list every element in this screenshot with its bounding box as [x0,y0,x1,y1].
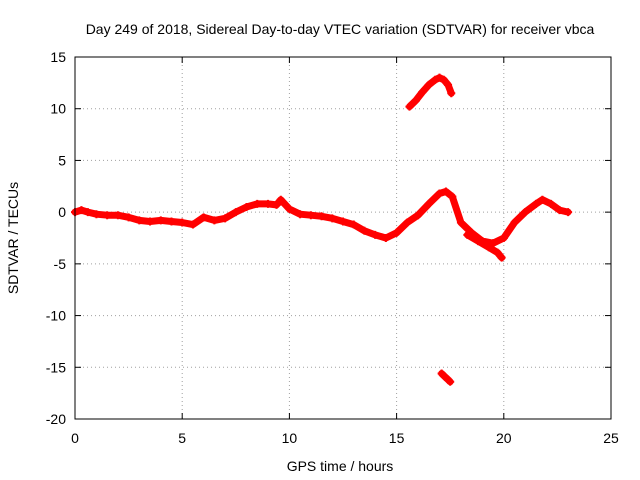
data-layer [71,73,573,386]
tick-layer: 0 5 10 15 20 25 -20 -15 -10 -5 0 5 10 15 [46,49,619,446]
data-point [135,216,144,225]
data-point [441,187,450,196]
data-point [474,237,483,246]
data-point [296,210,305,219]
y-tick-label: -10 [46,308,66,324]
data-point [188,220,197,229]
data-point [156,216,165,225]
data-point [499,234,508,242]
data-point [381,234,390,242]
y-tick-label: -20 [46,411,66,427]
data-point [317,212,326,221]
y-tick-label: -5 [54,256,67,272]
data-point [371,230,380,239]
data-point [306,211,315,220]
plot-frame [74,56,612,420]
data-point [493,248,502,257]
y-axis-label: SDTVAR / TECUs [5,182,21,294]
y-tick-label: -15 [46,359,66,375]
data-point [199,213,208,222]
data-point [124,213,133,222]
x-tick-label: 5 [178,430,186,446]
x-tick-label: 15 [389,430,405,446]
data-point [418,88,427,97]
data-point [392,228,401,237]
data-point [339,217,347,226]
y-tick-label: 15 [50,49,66,65]
data-point [448,192,457,201]
x-tick-label: 0 [71,430,79,446]
x-tick-label: 10 [282,430,298,446]
data-point [484,243,493,252]
data-point [263,199,272,208]
data-point [146,217,155,226]
chart-title: Day 249 of 2018, Sidereal Day-to-day VTE… [86,21,595,37]
data-point [328,214,337,223]
grid-layer [75,57,611,419]
data-point [231,208,240,217]
data-point [103,211,112,220]
data-point [446,377,455,386]
data-point [178,218,187,227]
data-point [253,199,262,208]
data-point [424,80,433,89]
data-point [431,75,440,84]
x-tick-label: 20 [496,430,512,446]
data-point [83,208,92,217]
x-axis-label: GPS time / hours [287,458,394,474]
data-point [276,195,285,204]
data-point [285,205,294,214]
data-point [210,216,219,225]
x-tick-label: 25 [603,430,619,446]
data-point [360,226,369,235]
data-point [510,218,519,227]
data-point [414,211,423,220]
data-point [456,218,465,227]
data-point [531,199,540,208]
data-point [439,75,448,84]
data-point [564,208,573,217]
y-tick-label: 0 [58,204,66,220]
data-point [546,199,555,208]
data-point [221,214,230,223]
data-point [403,218,412,227]
data-point [167,217,176,226]
data-point [92,210,101,219]
data-point [113,211,122,220]
y-tick-label: 10 [50,101,66,117]
data-point [555,206,564,215]
series-band-lower-fragment [438,370,454,386]
data-point [349,220,358,229]
data-point [242,202,251,211]
y-tick-label: 5 [58,152,66,168]
data-point [447,89,456,98]
data-point [435,189,444,198]
data-point [411,96,420,105]
data-point [424,199,433,208]
data-point [405,102,414,111]
data-point [538,195,547,204]
data-point [444,80,453,89]
data-point [497,253,506,262]
data-point [77,206,86,215]
data-point [521,208,530,217]
data-point [435,73,444,82]
data-point [463,230,472,239]
data-point [272,200,281,209]
